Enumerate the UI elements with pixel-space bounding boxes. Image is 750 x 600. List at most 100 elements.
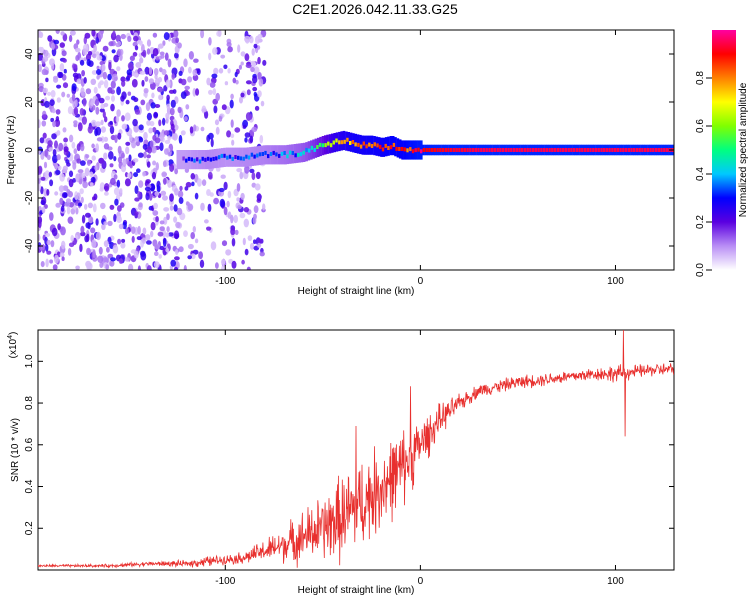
spectrogram-cell: [346, 137, 349, 142]
spectrogram-cell: [156, 184, 161, 193]
spectrogram-cell: [86, 159, 91, 166]
spectrogram-cell: [238, 64, 242, 70]
spectrogram-cell: [120, 76, 126, 82]
spectrogram-cell: [162, 117, 166, 126]
spectrogram-cell: [241, 259, 245, 265]
spectrogram-cell: [394, 137, 397, 157]
spectrogram-cell: [98, 157, 105, 164]
spectrogram-cell: [107, 73, 112, 81]
spectrogram-cell: [258, 152, 262, 157]
spectrogram-cell: [613, 148, 617, 152]
spectrogram-cell: [97, 255, 104, 263]
spectrogram-cell: [165, 232, 170, 238]
spectrogram-cell: [212, 47, 218, 55]
spectrogram-cell: [162, 195, 168, 201]
spectrogram-cell: [72, 63, 78, 69]
spectrogram-cell: [226, 130, 232, 138]
spectrogram-cell: [512, 148, 516, 152]
spectrogram-cell: [84, 167, 90, 177]
spectrogram-cell: [100, 136, 105, 143]
spectrogram-cell: [79, 188, 84, 195]
spectrogram-cell: [59, 173, 65, 182]
spectrogram-cell: [100, 119, 104, 126]
spectrogram-cell: [44, 100, 50, 108]
spectrogram-cell: [221, 104, 227, 111]
spectrogram-cell: [204, 219, 209, 224]
spectrogram-cell: [159, 226, 165, 232]
spectrogram-cell: [244, 248, 249, 256]
spectrogram-cell: [232, 147, 236, 167]
spectrogram-cell: [223, 153, 226, 158]
spectrogram-cell: [231, 260, 237, 269]
spectrogram-cell: [145, 192, 150, 201]
spectrogram-cell: [246, 89, 251, 96]
spectrogram-cell: [66, 206, 71, 215]
spectrogram-cell: [81, 172, 86, 178]
spectrogram-cell: [212, 156, 215, 161]
spectrogram-cell: [58, 185, 65, 193]
spectrogram-cell: [116, 215, 122, 223]
spectrogram-cell: [444, 148, 447, 152]
spectrogram-cell: [244, 132, 251, 138]
spectrogram-cell: [511, 144, 514, 156]
spectrogram-cell: [354, 142, 357, 147]
spectrogram-cell: [564, 148, 568, 152]
spectrogram-cell: [59, 63, 65, 72]
spectrogram-cell: [39, 137, 45, 144]
spectrogram-cell: [450, 148, 453, 152]
spectrogram-cell: [108, 41, 114, 47]
y-tick-label: -20: [24, 190, 35, 205]
spectrogram-cell: [256, 153, 259, 158]
spectrogram-cell: [148, 66, 153, 75]
spectrogram-cell: [234, 71, 238, 78]
spectrogram-cell: [493, 148, 497, 152]
spectrogram-cell: [53, 75, 58, 80]
spectrogram-cell: [139, 70, 146, 75]
spectrogram-cell: [244, 53, 250, 62]
spectrogram-cell: [153, 261, 160, 269]
spectrogram-cell: [491, 148, 494, 152]
spectrogram-cell: [50, 240, 55, 248]
spectrogram-cell: [642, 144, 645, 156]
spectrogram-x-ticks: -100 0 100: [215, 30, 624, 287]
spectrogram-cell: [105, 95, 111, 101]
spectrogram-cell: [240, 51, 246, 57]
spectrogram-cell: [38, 119, 41, 129]
y-tick-label: 0.8: [24, 396, 35, 410]
spectrogram-panel: -100 0 100 -40 -20 0 20 40 Height of straight …: [6, 29, 675, 297]
spectrogram-cell: [299, 152, 303, 157]
spectrogram-cell: [167, 232, 174, 237]
spectrogram-cell: [597, 148, 600, 152]
spectrogram-cell: [147, 145, 153, 154]
spectrogram-cell: [132, 51, 138, 57]
spectrogram-cell: [223, 206, 228, 216]
spectrogram-cell: [384, 143, 387, 148]
spectrogram-cell: [113, 76, 118, 81]
spectrogram-cell: [146, 112, 152, 121]
spectrogram-cell: [43, 161, 48, 169]
spectrogram-cell: [246, 266, 251, 270]
spectrogram-cell: [88, 216, 94, 224]
spectrogram-cell: [59, 197, 64, 205]
spectrogram-cell: [251, 172, 256, 181]
spectrogram-cell: [80, 196, 84, 204]
spectrogram-cell: [109, 204, 115, 210]
x-tick-label: 0: [418, 276, 424, 287]
spectrogram-cell: [641, 148, 644, 152]
spectrogram-cell: [239, 96, 243, 104]
spectrogram-cell: [146, 240, 152, 245]
spectrogram-cell: [82, 48, 88, 56]
spectrogram-cell: [370, 144, 374, 148]
spectrogram-cell: [133, 172, 139, 178]
spectrogram-cell: [53, 39, 60, 45]
spectrogram-cell: [110, 103, 115, 112]
spectrogram-cell: [60, 205, 65, 212]
spectrogram-cell: [62, 165, 68, 172]
spectrogram-cell: [379, 144, 382, 149]
spectrogram-cell: [178, 70, 183, 76]
spectrogram-cell: [196, 178, 202, 187]
spectrogram-cell: [173, 230, 180, 240]
spectrogram-cell: [142, 227, 147, 235]
spectrogram-cell: [59, 252, 65, 258]
spectrogram-cell: [515, 148, 518, 152]
